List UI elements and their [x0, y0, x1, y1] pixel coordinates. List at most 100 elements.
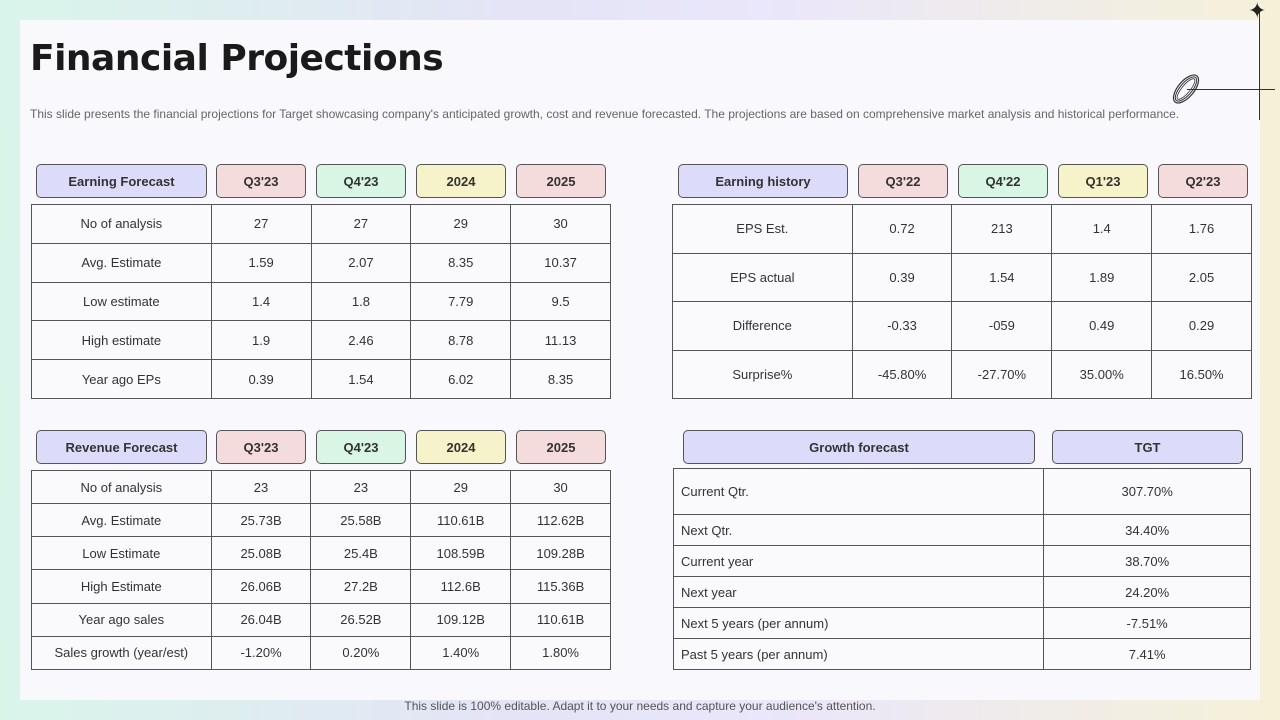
table-cell: 112.6B	[410, 569, 512, 604]
table-cell: -1.20%	[210, 635, 312, 671]
table-cell: -059	[951, 301, 1053, 351]
table-cell: 6.02	[410, 359, 512, 399]
table-row: High Estimate 26.06B 27.2B 112.6B 115.36…	[31, 569, 611, 604]
table-row: EPS actual 0.39 1.54 1.89 2.05	[672, 252, 1252, 302]
decor-vertical-line	[1259, 10, 1260, 120]
row-label: Next year	[672, 576, 1045, 608]
table-cell: 23	[310, 469, 412, 505]
table-row: Next 5 years (per annum) -7.51%	[672, 607, 1251, 639]
growth-forecast-header: Growth forecast	[683, 430, 1035, 464]
row-label: Year ago sales	[31, 602, 212, 637]
table-cell: 27	[210, 204, 312, 244]
ring-icon	[1172, 74, 1200, 104]
row-label: Avg. Estimate	[31, 242, 212, 283]
row-label: High estimate	[31, 320, 212, 361]
footer-note: This slide is 100% editable. Adapt it to…	[404, 699, 876, 713]
table-row: Sales growth (year/est) -1.20% 0.20% 1.4…	[31, 635, 611, 671]
table-row: High estimate 1.9 2.46 8.78 11.13	[31, 320, 611, 361]
row-label: Next 5 years (per annum)	[672, 607, 1045, 639]
table-row: Avg. Estimate 25.73B 25.58B 110.61B 112.…	[31, 503, 611, 538]
table-cell: 23	[210, 469, 312, 505]
earning-history-table: EPS Est. 0.72 213 1.4 1.76 EPS actual 0.…	[672, 204, 1252, 399]
table-row: Difference -0.33 -059 0.49 0.29	[672, 301, 1252, 351]
table-cell: 112.62B	[510, 503, 611, 538]
table-cell: 30	[510, 469, 611, 505]
revenue-forecast-col-2024: 2024	[416, 430, 506, 464]
table-cell: 26.04B	[210, 602, 312, 637]
table-cell: 30	[510, 204, 611, 244]
table-cell: -0.33	[851, 301, 953, 351]
table-cell: 8.35	[410, 242, 512, 283]
earning-forecast-col-2025: 2025	[516, 164, 606, 198]
row-label: Sales growth (year/est)	[31, 635, 212, 671]
table-cell: 2.46	[310, 320, 412, 361]
table-cell: 26.06B	[210, 569, 312, 604]
earning-forecast-col-2024: 2024	[416, 164, 506, 198]
table-cell: 307.70%	[1043, 468, 1251, 515]
earning-forecast-table: No of analysis 27 27 29 30 Avg. Estimate…	[31, 204, 611, 399]
table-cell: 109.28B	[510, 536, 611, 571]
table-cell: 35.00%	[1051, 349, 1153, 399]
table-cell: 34.40%	[1043, 514, 1251, 546]
table-cell: 1.54	[951, 252, 1053, 302]
table-cell: 7.41%	[1043, 638, 1251, 670]
revenue-forecast-col-2025: 2025	[516, 430, 606, 464]
table-cell: 110.61B	[410, 503, 512, 538]
row-label: Year ago EPs	[31, 359, 212, 399]
table-cell: 10.37	[510, 242, 611, 283]
table-cell: 27	[310, 204, 412, 244]
table-cell: 38.70%	[1043, 545, 1251, 577]
table-cell: 1.40%	[410, 635, 512, 671]
table-row: Year ago EPs 0.39 1.54 6.02 8.35	[31, 359, 611, 399]
table-row: EPS Est. 0.72 213 1.4 1.76	[672, 204, 1252, 254]
earning-history-col-q4-22: Q4'22	[958, 164, 1048, 198]
revenue-forecast-col-q4-23: Q4'23	[316, 430, 406, 464]
row-label: Current year	[672, 545, 1045, 577]
table-row: Avg. Estimate 1.59 2.07 8.35 10.37	[31, 242, 611, 283]
table-cell: 26.52B	[310, 602, 412, 637]
table-cell: 25.73B	[210, 503, 312, 538]
table-row: No of analysis 27 27 29 30	[31, 204, 611, 244]
table-cell: 2.05	[1151, 252, 1252, 302]
table-row: Past 5 years (per annum) 7.41%	[672, 638, 1251, 670]
row-label: Surprise%	[672, 349, 853, 399]
table-cell: 11.13	[510, 320, 611, 361]
table-row: Current Qtr. 307.70%	[672, 468, 1251, 515]
page-subtitle: This slide presents the financial projec…	[30, 107, 1180, 121]
table-cell: 1.76	[1151, 204, 1252, 254]
table-cell: 1.80%	[510, 635, 611, 671]
table-row: Current year 38.70%	[672, 545, 1251, 577]
row-label: High Estimate	[31, 569, 212, 604]
row-label: Low estimate	[31, 281, 212, 322]
table-cell: 1.59	[210, 242, 312, 283]
table-cell: 25.4B	[310, 536, 412, 571]
table-row: Next Qtr. 34.40%	[672, 514, 1251, 546]
table-cell: 1.4	[210, 281, 312, 322]
earning-forecast-col-q3-23: Q3'23	[216, 164, 306, 198]
table-cell: 0.49	[1051, 301, 1153, 351]
table-cell: 8.35	[510, 359, 611, 399]
table-cell: 109.12B	[410, 602, 512, 637]
table-cell: 1.4	[1051, 204, 1153, 254]
row-label: Next Qtr.	[672, 514, 1045, 546]
row-label: Low Estimate	[31, 536, 212, 571]
row-label: No of analysis	[31, 469, 212, 505]
table-row: Low Estimate 25.08B 25.4B 108.59B 109.28…	[31, 536, 611, 571]
table-row: No of analysis 23 23 29 30	[31, 469, 611, 505]
revenue-forecast-header: Revenue Forecast	[36, 430, 207, 464]
revenue-forecast-col-q3-23: Q3'23	[216, 430, 306, 464]
table-cell: 1.54	[310, 359, 412, 399]
page-title: Financial Projections	[30, 38, 444, 79]
decor-horizontal-line	[1187, 89, 1275, 90]
table-cell: 213	[951, 204, 1053, 254]
table-cell: 1.8	[310, 281, 412, 322]
table-cell: 25.08B	[210, 536, 312, 571]
earning-forecast-header: Earning Forecast	[36, 164, 207, 198]
table-cell: 24.20%	[1043, 576, 1251, 608]
row-label: Avg. Estimate	[31, 503, 212, 538]
earning-history-header: Earning history	[678, 164, 848, 198]
table-cell: 1.89	[1051, 252, 1153, 302]
table-cell: 115.36B	[510, 569, 611, 604]
table-cell: 108.59B	[410, 536, 512, 571]
table-cell: 0.39	[210, 359, 312, 399]
